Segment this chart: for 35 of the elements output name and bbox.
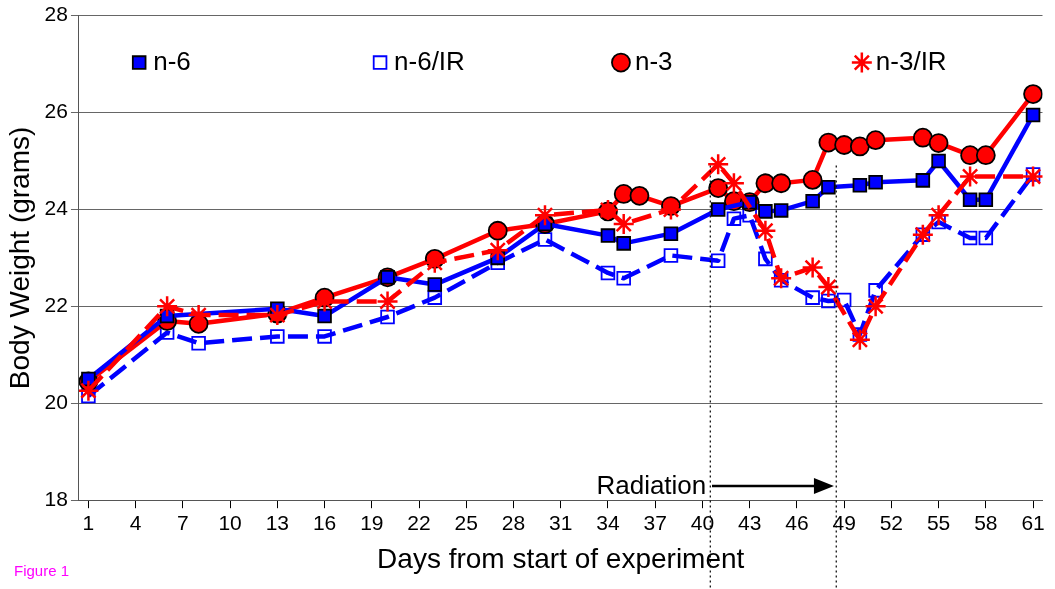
x-tick-label: 31 [549,510,573,534]
x-tick-label: 16 [312,510,337,534]
x-tick-label: 43 [737,510,762,534]
y-tick-label: 22 [44,293,68,317]
x-tick-label: 40 [690,510,715,534]
legend-label: n-6/IR [394,45,465,76]
x-tick-label: 19 [360,510,384,534]
x-tick-label: 58 [974,510,998,534]
x-tick-label: 4 [129,510,142,534]
y-tick-label: 20 [44,390,68,414]
x-tick-label: 25 [454,510,478,534]
x-tick-label: 28 [501,510,526,534]
caption: Figure 1 [14,562,70,579]
y-tick-label: 18 [44,487,68,510]
x-tick-label: 37 [643,510,667,534]
y-tick-label: 26 [44,99,68,123]
x-tick-label: 46 [785,510,809,534]
x-tick-label: 61 [1021,510,1045,534]
legend-label: n-6 [153,45,191,76]
x-tick-label: 7 [177,510,189,534]
x-tick-label: 13 [265,510,290,534]
x-tick-label: 34 [596,510,620,534]
x-tick-label: 10 [218,510,242,534]
x-tick-label: 49 [832,510,856,534]
annotation: Radiation [596,470,707,501]
legend-label: n-3 [634,45,673,76]
x-tick-label: 1 [82,510,95,534]
x-tick-label: 52 [879,510,904,534]
y-axis-title: Body Weight (grams) [3,126,35,390]
x-axis-title: Days from start of experiment [377,542,745,574]
legend-label: n-3/IR [875,45,947,76]
x-tick-label: 22 [407,510,431,534]
y-tick-label: 28 [44,2,68,26]
y-tick-label: 24 [44,196,69,220]
x-tick-label: 55 [926,510,951,534]
